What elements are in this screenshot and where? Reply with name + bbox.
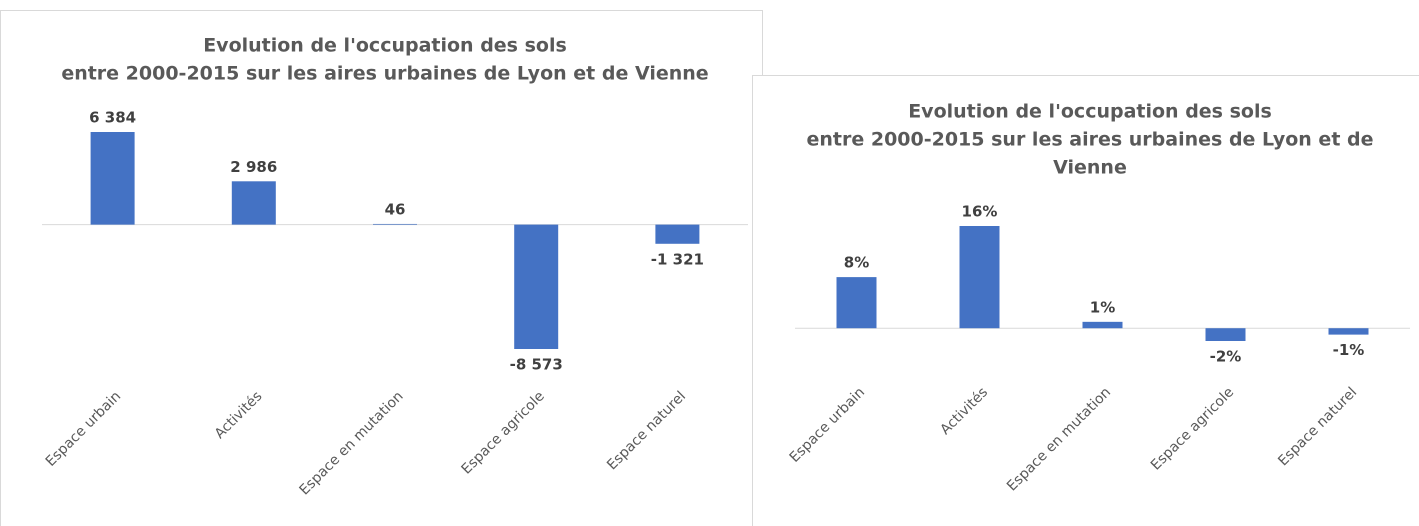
value-label: 16% — [962, 203, 998, 221]
value-label: 46 — [385, 200, 406, 218]
value-label: 1% — [1090, 298, 1115, 316]
bar — [1328, 328, 1369, 335]
bar — [373, 223, 417, 225]
bar — [514, 224, 559, 349]
bar — [836, 277, 877, 329]
value-label: 2 986 — [230, 158, 277, 176]
value-label: -1% — [1333, 341, 1365, 359]
chart-title: Evolution de l'occupation des sols — [203, 35, 567, 57]
bar — [655, 224, 700, 244]
chart-title: entre 2000-2015 sur les aires urbaines d… — [61, 63, 708, 85]
chart-frame — [0, 10, 763, 526]
chart-title: entre 2000-2015 sur les aires urbaines d… — [806, 129, 1373, 151]
bar — [959, 226, 1000, 329]
value-label: -8 573 — [510, 356, 563, 374]
value-label: -2% — [1210, 348, 1242, 366]
bar — [1082, 321, 1123, 329]
value-label: 8% — [844, 254, 869, 272]
chart-title: Evolution de l'occupation des sols — [908, 101, 1272, 123]
value-label: 6 384 — [89, 109, 136, 127]
value-label: -1 321 — [651, 250, 704, 268]
bar — [231, 181, 276, 225]
chart-title: Vienne — [1053, 157, 1127, 179]
bar — [90, 132, 135, 225]
bar — [1205, 328, 1246, 341]
